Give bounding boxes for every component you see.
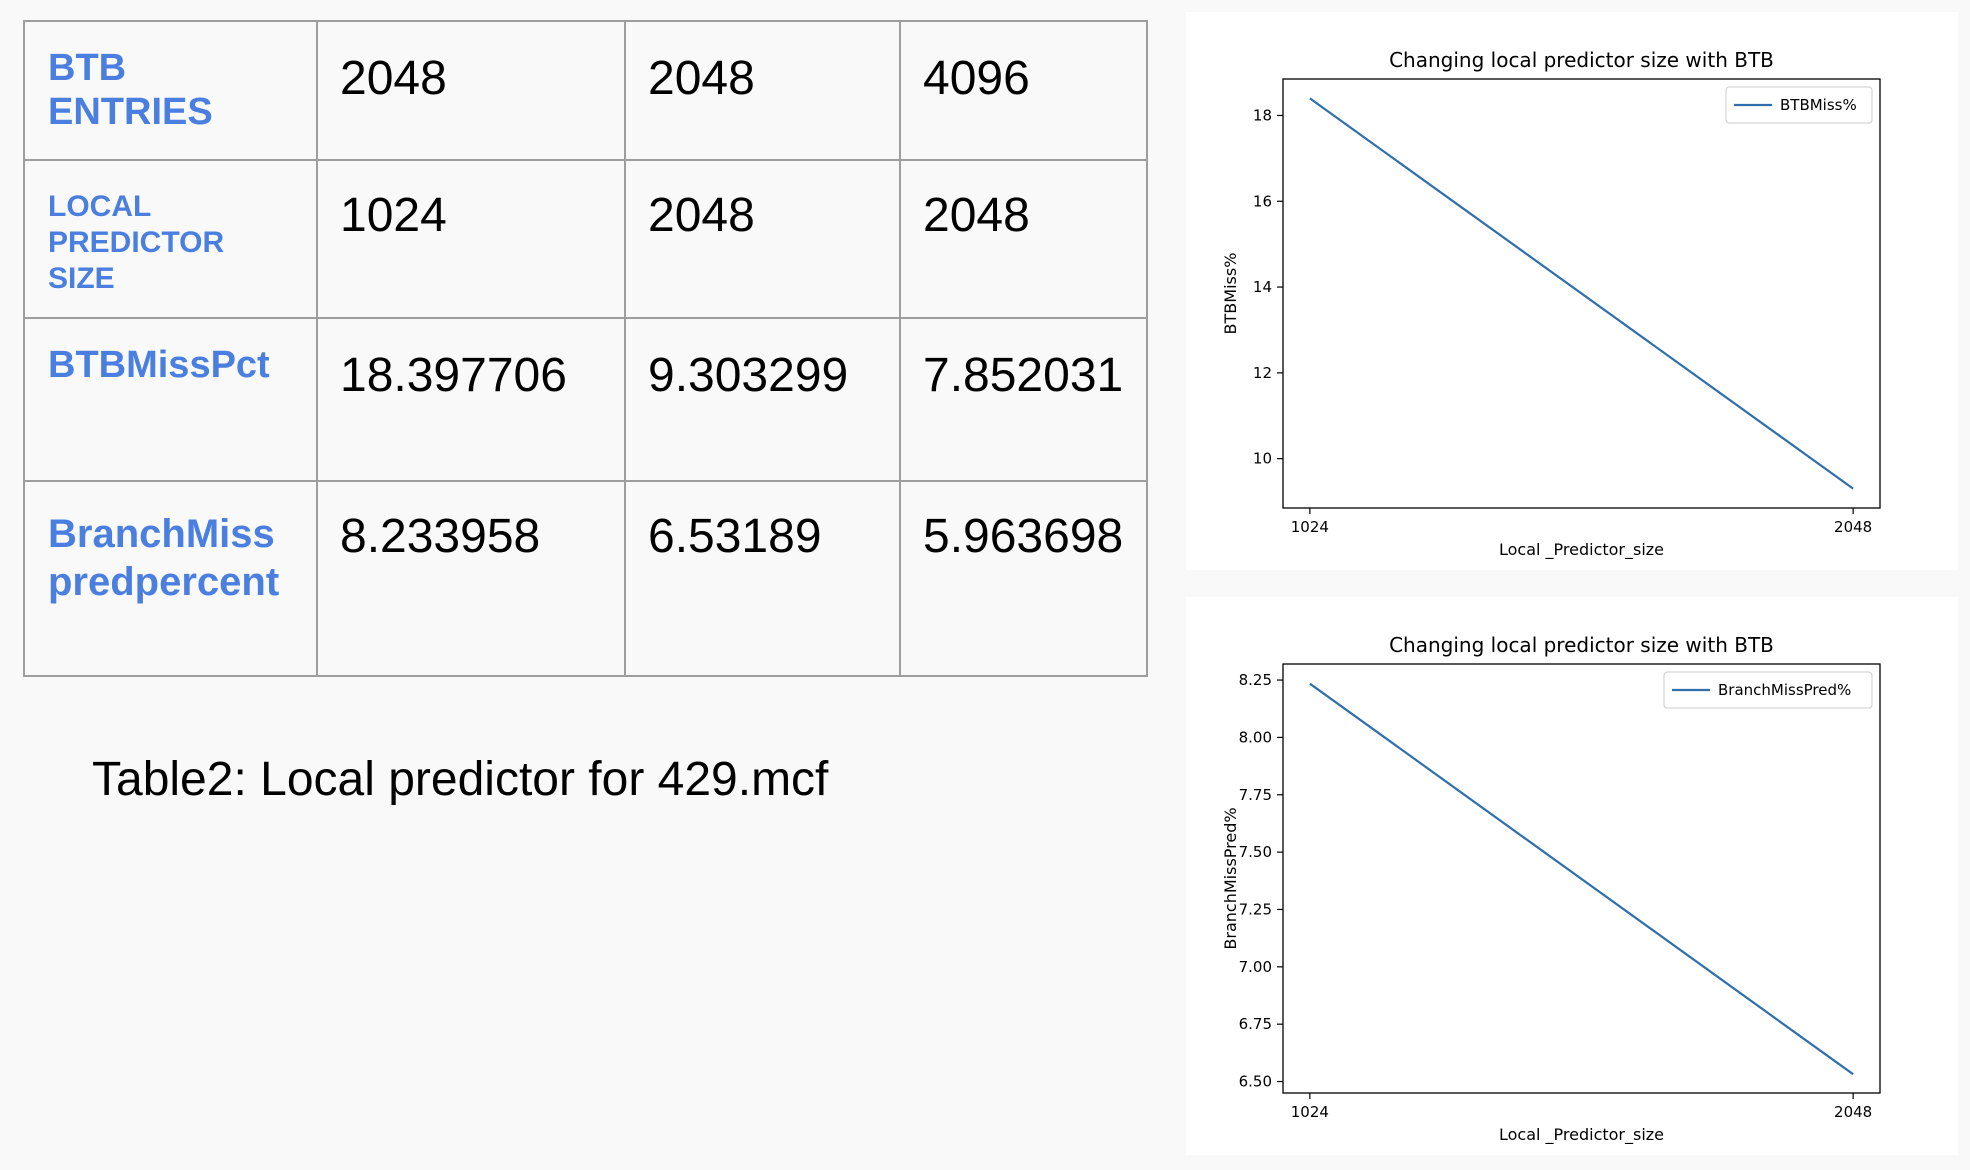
table-cell: 2048	[316, 20, 626, 161]
table-caption: Table2: Local predictor for 429.mcf	[92, 753, 829, 806]
y-tick-label: 10	[1253, 450, 1272, 468]
y-tick-label: 8.00	[1239, 728, 1272, 746]
table-cell: 4096	[899, 20, 1148, 161]
table-cell: 5.963698	[899, 480, 1148, 677]
y-tick-label: 7.50	[1239, 843, 1272, 861]
y-tick-label: 6.50	[1239, 1073, 1272, 1091]
x-tick-label: 1024	[1291, 518, 1329, 536]
y-axis-label: BranchMissPred%	[1221, 807, 1240, 949]
row-header-btbmisspct: BTBMissPct	[23, 317, 318, 482]
chart-title: Changing local predictor size with BTB	[1389, 48, 1774, 72]
plot-frame	[1282, 663, 1881, 1094]
y-tick-label: 7.75	[1239, 786, 1272, 804]
plot-frame	[1282, 78, 1881, 509]
legend-entry: BTBMiss%	[1780, 96, 1857, 114]
legend-entry: BranchMissPred%	[1718, 681, 1851, 699]
results-table: BTB ENTRIES 2048 2048 4096 LOCAL PREDICT…	[23, 20, 1148, 677]
table-row: BTBMissPct 18.397706 9.303299 7.852031	[23, 317, 1148, 482]
y-tick-label: 12	[1253, 364, 1272, 382]
legend-box	[1725, 86, 1873, 124]
table-cell: 2048	[624, 20, 901, 161]
table-cell: 2048	[624, 159, 901, 319]
row-header-local-predictor-size: LOCAL PREDICTOR SIZE	[23, 159, 318, 319]
table-cell: 18.397706	[316, 317, 626, 482]
y-tick-label: 6.75	[1239, 1015, 1272, 1033]
table-cell: 7.852031	[899, 317, 1148, 482]
row-header-branchmiss-predpercent: BranchMiss predpercent	[23, 480, 318, 677]
btb-miss-chart-svg: Changing local predictor size with BTB 10…	[1221, 48, 1881, 560]
y-tick-label: 14	[1253, 278, 1272, 296]
branch-miss-chart-svg: Changing local predictor size with BTB 6.…	[1221, 633, 1881, 1145]
y-tick-label: 18	[1253, 106, 1272, 124]
table-row: BTB ENTRIES 2048 2048 4096	[23, 20, 1148, 161]
table-cell: 9.303299	[624, 317, 901, 482]
x-tick-label: 2048	[1834, 518, 1872, 536]
y-axis-label: BTBMiss%	[1221, 253, 1240, 335]
table-cell: 8.233958	[316, 480, 626, 677]
series-line	[1309, 97, 1854, 490]
x-axis-label: Local _Predictor_size	[1499, 1125, 1664, 1145]
branch-miss-chart: Changing local predictor size with BTB 6.…	[1186, 597, 1958, 1155]
chart-title: Changing local predictor size with BTB	[1389, 633, 1774, 657]
y-tick-label: 7.00	[1239, 958, 1272, 976]
legend-box	[1663, 671, 1873, 709]
table-row: BranchMiss predpercent 8.233958 6.53189 …	[23, 480, 1148, 677]
x-axis-label: Local _Predictor_size	[1499, 540, 1664, 560]
y-tick-label: 7.25	[1239, 900, 1272, 918]
row-header-btb-entries: BTB ENTRIES	[23, 20, 318, 161]
table-cell: 1024	[316, 159, 626, 319]
table-cell: 6.53189	[624, 480, 901, 677]
table-row: LOCAL PREDICTOR SIZE 1024 2048 2048	[23, 159, 1148, 319]
btb-miss-chart: Changing local predictor size with BTB 10…	[1186, 12, 1958, 570]
series-line	[1309, 682, 1854, 1076]
y-tick-label: 16	[1253, 192, 1272, 210]
x-tick-label: 2048	[1834, 1103, 1872, 1121]
x-tick-label: 1024	[1291, 1103, 1329, 1121]
y-tick-label: 8.25	[1239, 671, 1272, 689]
table-cell: 2048	[899, 159, 1148, 319]
